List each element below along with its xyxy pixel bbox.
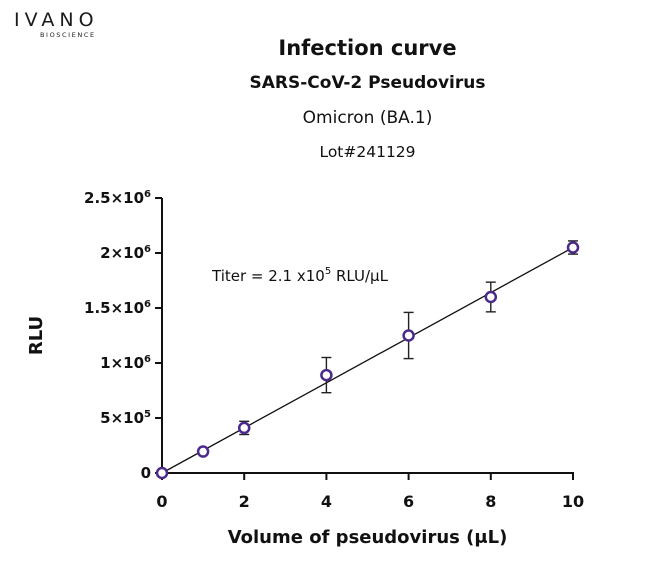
chart-title: Infection curve [278,36,457,60]
y-axis-title: RLU [26,316,47,355]
logo-subtitle: BIOSCIENCE [40,31,96,39]
logo-wordmark: IVANO [14,9,99,31]
x-tick-label: 8 [485,492,496,511]
lot-label: Lot#241129 [319,143,416,161]
chart-subtitle: SARS-CoV-2 Pseudovirus [249,73,486,93]
data-point [155,466,169,480]
x-tick-label: 2 [239,492,250,511]
x-tick-label: 0 [156,492,167,511]
data-point [196,445,210,458]
data-point [237,421,251,435]
y-tick-label: 0 [141,464,151,482]
data-point [566,241,580,254]
y-tick-label: 1.5×106 [84,299,151,317]
ivano-logo: IVANO BIOSCIENCE [14,10,124,39]
y-tick-label: 2.5×106 [84,189,151,207]
variant-label: Omicron (BA.1) [302,108,433,128]
y-tick-label: 2×106 [100,244,151,262]
x-tick-label: 6 [403,492,414,511]
y-tick-label: 1×106 [100,354,151,372]
y-tick-label: 5×105 [100,409,151,427]
data-point [484,290,498,304]
x-axis-title: Volume of pseudovirus (μL) [228,527,508,548]
linear-fit-line [161,246,574,474]
data-point [402,329,415,342]
titer-annotation: Titer = 2.1 x105 RLU/µL [211,266,389,285]
x-tick-label: 10 [562,492,584,511]
data-point [320,368,333,382]
x-tick-label: 4 [321,492,332,511]
